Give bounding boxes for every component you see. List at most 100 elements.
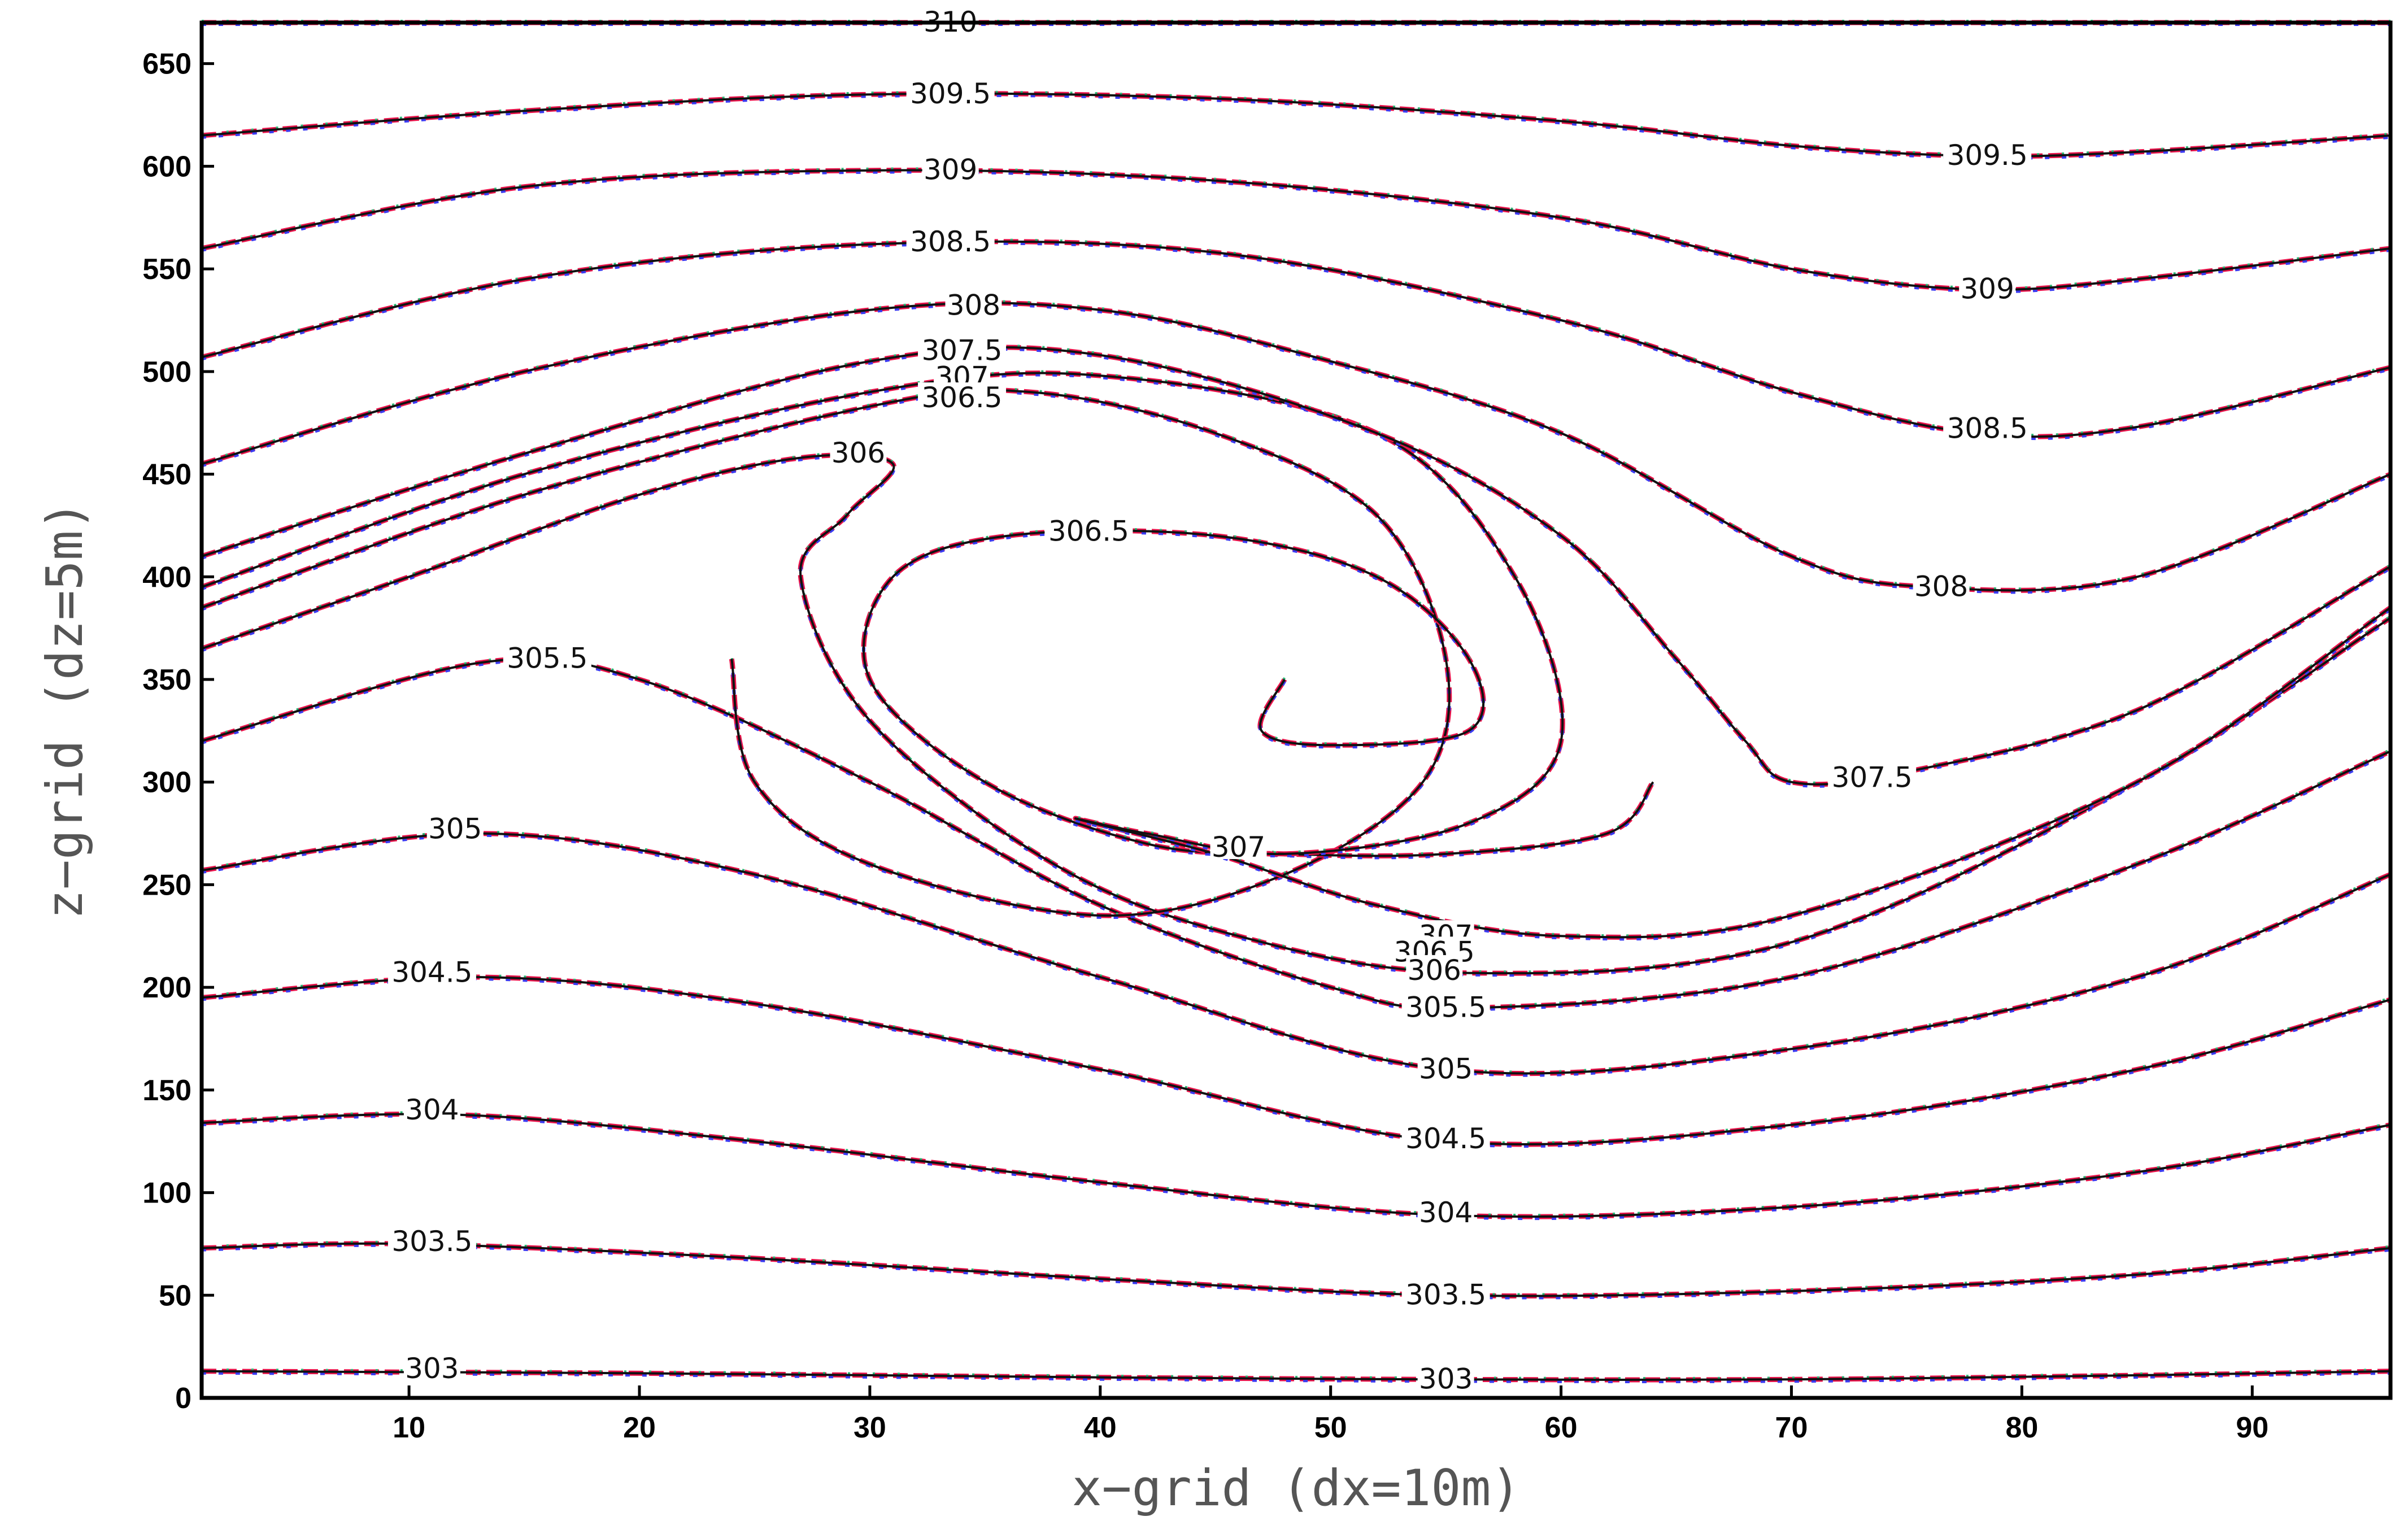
contour-label-bg-20: [1406, 955, 1463, 983]
contour-label-bg-17: [426, 813, 484, 841]
contour-label-306: 306: [831, 437, 885, 469]
y-tick-label-500: 500: [142, 356, 191, 389]
contour-label-bg-9: [918, 335, 1007, 363]
y-tick-label-300: 300: [142, 766, 191, 799]
contour-label-bg-7: [945, 290, 1002, 317]
x-tick-label-30: 30: [854, 1411, 886, 1444]
contour-label-303: 303: [405, 1352, 459, 1385]
contour-label-309-5: 309.5: [910, 77, 991, 110]
y-tick-label-450: 450: [142, 459, 191, 491]
contour-label-306-5: 306.5: [921, 381, 1002, 414]
contour-trace-black: [201, 302, 2391, 592]
x-tick-label-10: 10: [393, 1411, 425, 1444]
contour-trace-black: [201, 346, 2391, 786]
contour-line-307: [201, 370, 2392, 941]
contour-line-307-5: [201, 345, 2392, 788]
contour-label-bg-2: [1943, 140, 2032, 168]
contour-label-309: 309: [1960, 272, 2014, 305]
contour-label-307-5: 307.5: [1832, 761, 1913, 794]
contour-label-308: 308: [1914, 570, 1968, 603]
y-axis-title: z−grid (dz=5m): [36, 500, 94, 919]
contour-line-304-5: [201, 974, 2392, 1148]
contour-label-bg-16: [1210, 832, 1267, 859]
contour-label-304-5: 304.5: [391, 956, 472, 989]
contour-trace-blue: [201, 347, 2392, 788]
x-axis-ticks: 10 20 30 40 50 60 70 80 90: [393, 1385, 2268, 1444]
contour-trace-blue: [201, 93, 2391, 160]
contour-trace-green: [201, 167, 2391, 290]
y-tick-label-250: 250: [142, 869, 191, 901]
contour-label-305-5: 305.5: [1405, 991, 1486, 1023]
contour-label-bg-3: [922, 154, 979, 182]
x-tick-label-40: 40: [1084, 1411, 1117, 1444]
contour-label-bg-10: [1828, 762, 1917, 790]
contour-label-306: 306: [1408, 954, 1461, 987]
contour-label-303: 303: [1419, 1362, 1473, 1395]
x-tick-label-70: 70: [1775, 1411, 1808, 1444]
contour-label-bg-25: [403, 1095, 460, 1122]
contour-label-308-5: 308.5: [910, 225, 991, 258]
y-tick-label-400: 400: [142, 561, 191, 594]
contour-trace-blue: [201, 373, 2392, 941]
contour-label-304: 304: [405, 1093, 459, 1126]
contour-label-bg-1: [906, 79, 995, 106]
y-axis-ticks: 0 50 100 150 200 250 300 350 400 450 500 550 600 650: [142, 48, 214, 1415]
contour-trace-black: [201, 169, 2391, 291]
x-tick-label-60: 60: [1545, 1411, 1578, 1444]
contour-trace-black: [201, 389, 1451, 917]
y-tick-label-200: 200: [142, 971, 191, 1004]
y-tick-label-100: 100: [142, 1177, 191, 1210]
contour-label-305: 305: [428, 812, 482, 845]
contour-trace-black: [862, 529, 1654, 857]
contour-trace-blue: [201, 833, 2392, 1077]
contour-line-306-5-outer: [201, 387, 1452, 919]
contour-line-306: [201, 452, 2392, 977]
y-tick-label-600: 600: [142, 150, 191, 183]
contour-label-303-5: 303.5: [1405, 1278, 1486, 1311]
contour-label-bg-15: [503, 643, 591, 670]
contour-label-bg-13: [830, 438, 887, 465]
contour-label-bg-22: [1417, 1053, 1474, 1081]
contour-line-308-5: [201, 238, 2392, 441]
y-tick-label-350: 350: [142, 664, 191, 696]
y-tick-label-650: 650: [142, 48, 191, 81]
contour-line-304: [201, 1111, 2391, 1221]
contour-line-306-5: [861, 528, 1656, 860]
contour-label-bg-21: [1401, 992, 1490, 1019]
contour-trace-green: [201, 90, 2391, 156]
contour-label-308-5: 308.5: [1947, 412, 2028, 445]
contour-trace-black: [201, 92, 2391, 158]
contour-label-bg-30: [1417, 1363, 1474, 1391]
contour-label-bg-29: [403, 1353, 460, 1381]
contour-line-308: [201, 300, 2392, 594]
x-tick-label-80: 80: [2005, 1411, 2038, 1444]
contour-trace-black: [201, 454, 2392, 975]
contour-label-bg-4: [1959, 273, 2016, 301]
y-tick-label-150: 150: [142, 1074, 191, 1107]
contour-trace-green: [201, 830, 2391, 1073]
contour-label-309: 309: [924, 154, 977, 186]
contour-label-bg-24: [1401, 1123, 1490, 1151]
contour-label-bg-26: [1417, 1197, 1474, 1224]
contour-line-309-5: [201, 90, 2391, 160]
contour-trace-black: [201, 1370, 2391, 1381]
contour-trace-black: [201, 832, 2391, 1075]
y-tick-label-50: 50: [159, 1279, 191, 1312]
contour-label-304-5: 304.5: [1405, 1122, 1486, 1155]
contour-line-303: [201, 1368, 2391, 1383]
contour-label-bg-14: [1044, 516, 1133, 543]
contour-label-bg-5: [906, 226, 995, 254]
contour-label-bg-12: [918, 382, 1007, 410]
contour-trace-blue: [201, 303, 2392, 594]
contour-trace-black: [201, 975, 2391, 1146]
contour-label-304: 304: [1419, 1196, 1473, 1229]
contour-label-306-5: 306.5: [1048, 515, 1129, 547]
contour-trace-black: [201, 240, 2391, 438]
x-axis-title: x−grid (dx=10m): [1072, 1459, 1521, 1517]
contour-line-305: [201, 830, 2392, 1077]
contour-trace-black: [201, 1113, 2391, 1218]
contour-label-303-5: 303.5: [391, 1225, 472, 1258]
contour-trace-blue: [861, 530, 1655, 860]
contour-trace-black: [201, 1242, 2391, 1297]
